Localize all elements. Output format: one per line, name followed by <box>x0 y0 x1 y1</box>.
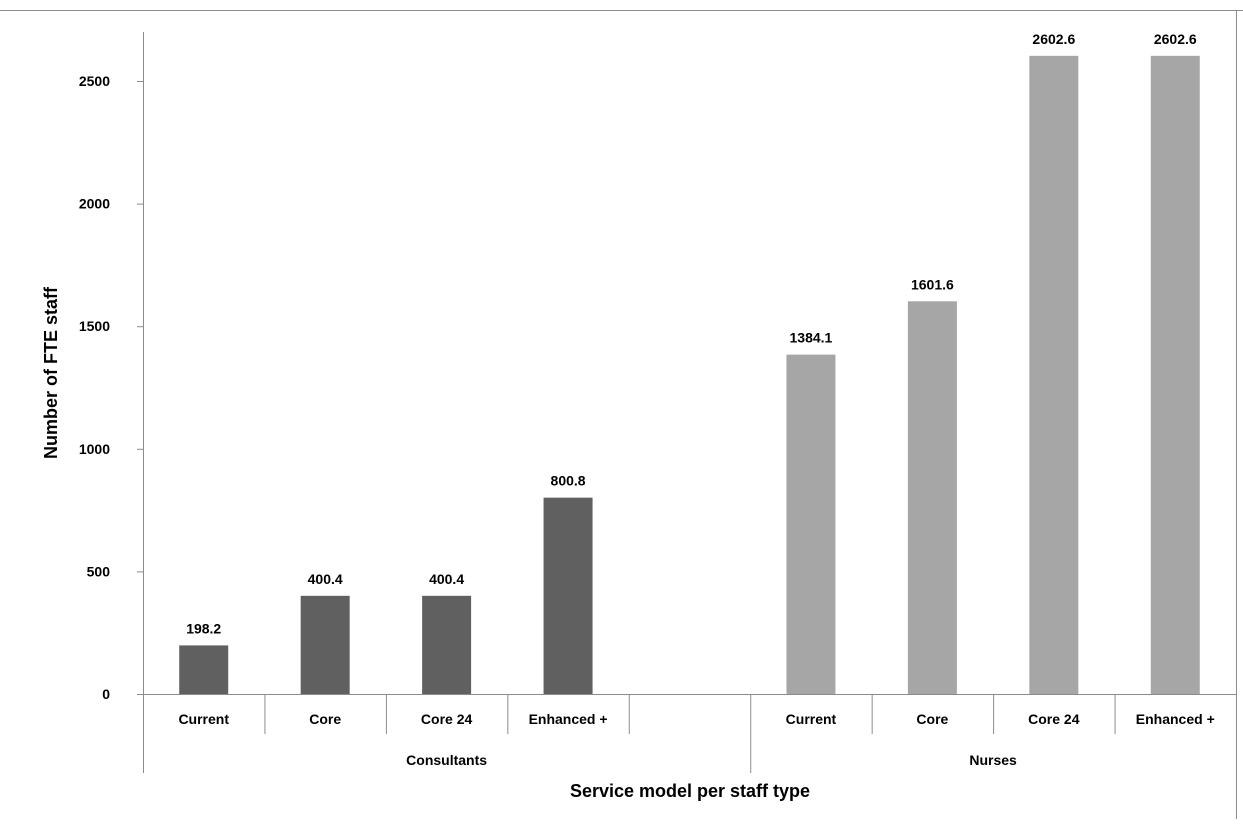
data-label: 1384.1 <box>790 330 833 346</box>
x-axis-title: Service model per staff type <box>570 781 810 801</box>
category-label: Current <box>786 711 837 727</box>
bar-nurses-core-24 <box>1029 55 1079 695</box>
bar-nurses-enhanced- <box>1150 55 1200 695</box>
category-label: Core <box>309 711 341 727</box>
plot-area: 0 500 1000 1500 2000 2500 198.2 Current 400.4 Cor… <box>79 31 1237 773</box>
group-label: Nurses <box>969 752 1017 768</box>
data-label: 400.4 <box>429 571 464 587</box>
data-label: 2602.6 <box>1154 31 1197 47</box>
bar-consultants-core <box>300 595 350 694</box>
y-tick-label: 500 <box>87 563 111 579</box>
category-label: Enhanced + <box>1136 711 1215 727</box>
category-label: Current <box>178 711 229 727</box>
y-tick-label: 0 <box>102 686 110 702</box>
data-label: 1601.6 <box>911 276 954 292</box>
category-label: Enhanced + <box>529 711 608 727</box>
y-tick-label: 1500 <box>79 318 110 334</box>
y-tick-label: 2000 <box>79 196 110 212</box>
category-label: Core 24 <box>421 711 473 727</box>
bar-nurses-current <box>786 354 836 694</box>
bar-consultants-core-24 <box>422 595 472 694</box>
bar-consultants-current <box>179 645 229 694</box>
data-label: 198.2 <box>186 620 221 636</box>
group-label: Consultants <box>406 752 487 768</box>
bar-consultants-enhanced- <box>543 497 593 694</box>
category-label: Core <box>916 711 948 727</box>
data-label: 400.4 <box>308 571 343 587</box>
y-tick-label: 1000 <box>79 441 110 457</box>
y-axis-title: Number of FTE staff <box>41 286 61 459</box>
data-label: 2602.6 <box>1032 31 1075 47</box>
category-label: Core 24 <box>1028 711 1080 727</box>
bar-nurses-core <box>907 301 957 694</box>
data-label: 800.8 <box>551 473 586 489</box>
y-tick-label: 2500 <box>79 73 110 89</box>
